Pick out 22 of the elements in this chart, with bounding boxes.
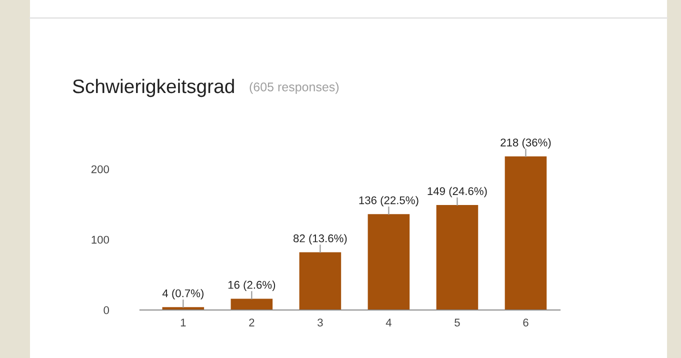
chart-title: Schwierigkeitsgrad [72,78,234,98]
bar [504,156,547,310]
x-tick-label: 6 [523,318,528,326]
bar [368,214,410,310]
x-tick-label: 5 [454,318,460,326]
bar [230,298,273,310]
data-label: 136 (22.5%) [359,196,418,206]
y-tick-label: 0 [104,306,110,314]
x-tick-label: 4 [386,318,392,326]
chart-subtitle: (605 responses) [250,82,339,94]
y-tick-label: 100 [92,236,110,244]
data-label: 82 (13.6%) [294,234,347,244]
bar [299,252,342,310]
data-label: 218 (36%) [500,138,551,149]
data-label: 4 (0.7%) [162,289,204,300]
data-label: 16 (2.6%) [228,280,276,291]
x-tick-label: 2 [249,318,254,326]
y-tick-label: 200 [91,165,110,174]
x-tick-label: 3 [318,318,323,326]
x-tick-label: 1 [180,318,186,326]
bar [436,205,478,310]
data-label: 149 (24.6%) [428,186,487,198]
